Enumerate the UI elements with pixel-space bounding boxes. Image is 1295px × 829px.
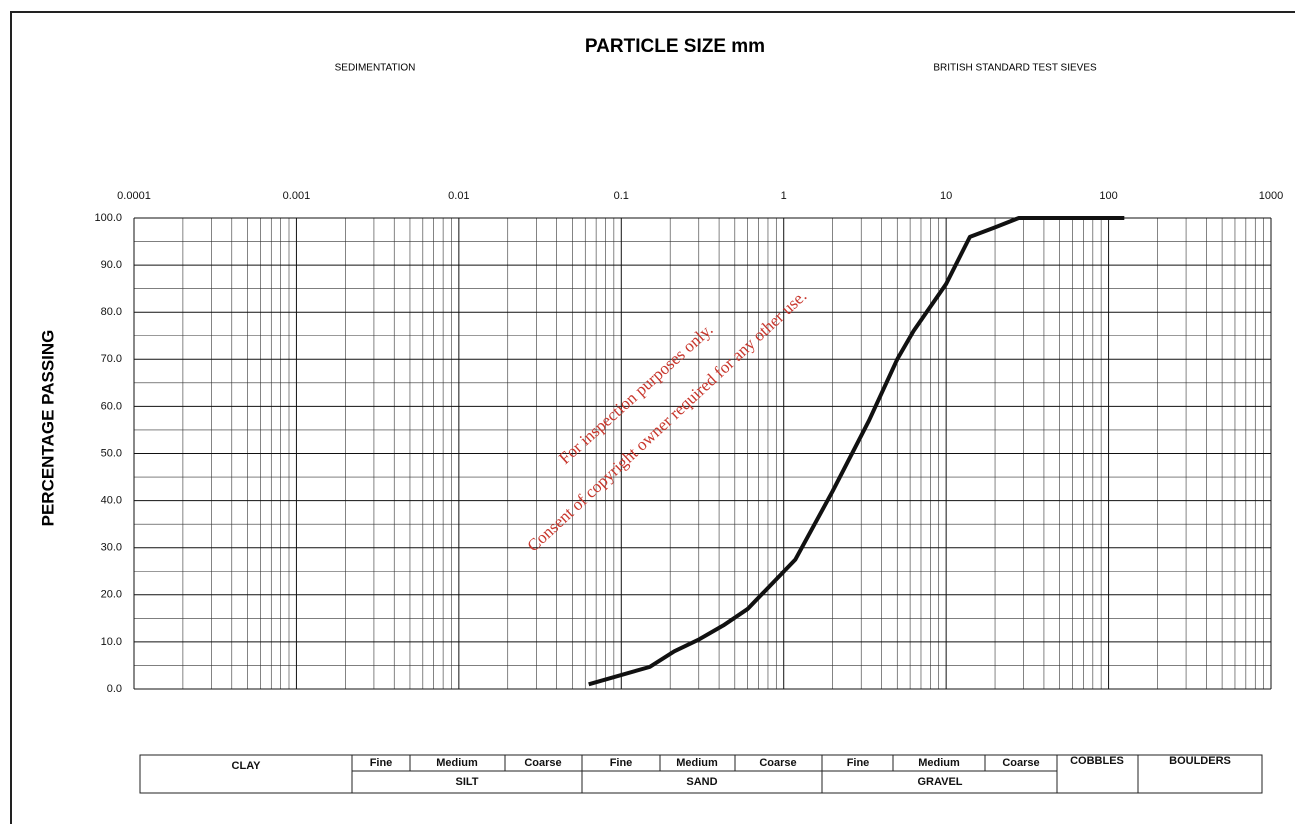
class-part: Coarse (759, 757, 796, 769)
y-tick-label: 50.0 (101, 447, 122, 459)
watermark: Consent of copyright owner required for … (524, 286, 811, 555)
marks (588, 216, 1125, 687)
y-tick-label: 30.0 (101, 542, 122, 554)
x-tick-label: 0.1 (614, 190, 629, 202)
x-tick-label: 100 (1099, 190, 1117, 202)
grid: 0.010.020.030.040.050.060.070.080.090.01… (94, 190, 1283, 695)
x-tick-label: 0.0001 (117, 190, 151, 202)
x-tick-label: 10 (940, 190, 952, 202)
class-part: Coarse (524, 757, 561, 769)
y-tick-label: 100.0 (94, 212, 122, 224)
class-label: CLAY (232, 760, 262, 772)
y-tick-label: 60.0 (101, 400, 122, 412)
page-frame (10, 11, 1295, 829)
y-tick-label: 40.0 (101, 495, 122, 507)
x-tick-label: 1 (781, 190, 787, 202)
class-label: COBBLES (1070, 755, 1124, 767)
class-part: Fine (847, 757, 870, 769)
classification-table (139, 754, 1263, 794)
y-tick-label: 0.0 (107, 683, 122, 695)
y-axis-label: PERCENTAGE PASSING (38, 330, 57, 527)
y-tick-label: 90.0 (101, 259, 122, 271)
y-tick-label: 10.0 (101, 636, 122, 648)
class-part: Medium (676, 757, 718, 769)
class-part: Fine (370, 757, 393, 769)
class-part: Medium (436, 757, 478, 769)
data-line (588, 216, 1125, 687)
x-tick-label: 1000 (1259, 190, 1283, 202)
class-label: SAND (686, 776, 717, 788)
subtitle: SEDIMENTATION (335, 63, 416, 74)
subtitle: BRITISH STANDARD TEST SIEVES (933, 63, 1097, 74)
class-label: BOULDERS (1169, 755, 1231, 767)
y-tick-label: 80.0 (101, 306, 122, 318)
y-tick-label: 70.0 (101, 353, 122, 365)
class-part: Coarse (1002, 757, 1039, 769)
x-tick-label: 0.001 (283, 190, 311, 202)
x-tick-label: 0.01 (448, 190, 469, 202)
chart-title: PARTICLE SIZE mm (585, 36, 765, 57)
class-label: GRAVEL (917, 776, 962, 788)
y-tick-label: 20.0 (101, 589, 122, 601)
class-part: Fine (610, 757, 633, 769)
table-border (139, 754, 1263, 794)
class-part: Medium (918, 757, 960, 769)
class-label: SILT (455, 776, 478, 788)
